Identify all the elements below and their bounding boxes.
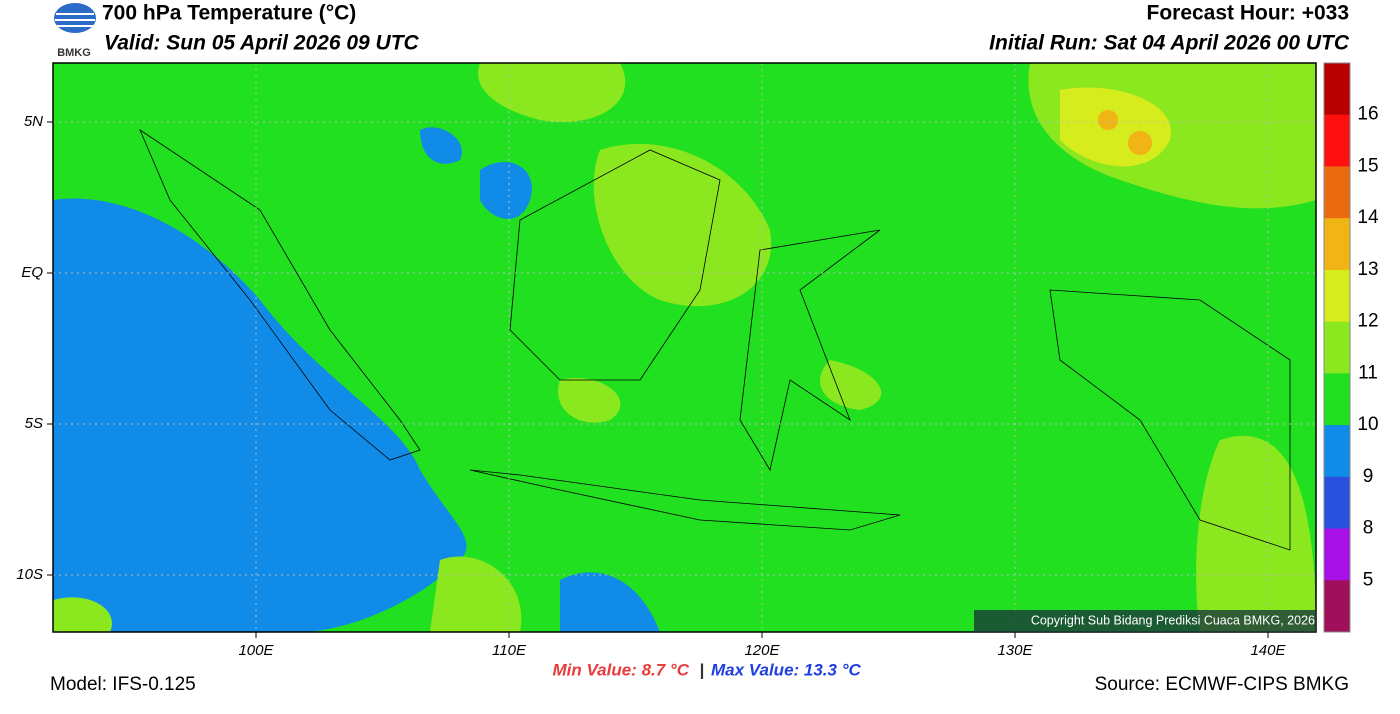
colorbar-swatch bbox=[1324, 373, 1350, 426]
lat-label: 5S bbox=[25, 415, 43, 432]
colorbar-swatch bbox=[1324, 580, 1350, 633]
lon-label: 100E bbox=[238, 642, 274, 659]
lat-label: 10S bbox=[16, 566, 43, 583]
colorbar-label: 12 bbox=[1357, 311, 1378, 332]
colorbar-swatch bbox=[1324, 114, 1350, 167]
axes: 5N EQ 5S 10S 100E 110E 120E 130E 140E bbox=[16, 113, 1286, 659]
forecast-hour: Forecast Hour: +033 bbox=[1147, 2, 1350, 25]
min-value: Min Value: 8.7 °C bbox=[552, 660, 689, 679]
copyright: Copyright Sub Bidang Prediksi Cuaca BMKG… bbox=[1031, 613, 1315, 627]
lat-label: EQ bbox=[21, 264, 43, 281]
colorbar: 16 15 14 13 12 11 10 9 8 5 bbox=[1323, 62, 1379, 633]
colorbar-label: 14 bbox=[1357, 207, 1379, 228]
colorbar-label: 8 bbox=[1363, 518, 1374, 539]
colorbar-swatch bbox=[1324, 425, 1350, 478]
colorbar-swatch bbox=[1324, 476, 1350, 530]
colorbar-swatch bbox=[1324, 528, 1350, 581]
colorbar-swatch bbox=[1324, 166, 1350, 219]
lat-label: 5N bbox=[24, 113, 43, 130]
colorbar-label: 13 bbox=[1357, 259, 1378, 280]
max-value: Max Value: 13.3 °C bbox=[711, 660, 862, 679]
colorbar-label: 10 bbox=[1357, 414, 1378, 435]
colorbar-label: 15 bbox=[1357, 155, 1378, 176]
colorbar-label: 5 bbox=[1363, 569, 1374, 590]
colorbar-swatch bbox=[1324, 321, 1350, 374]
colorbar-swatch bbox=[1324, 218, 1350, 271]
initial-run: Initial Run: Sat 04 April 2026 00 UTC bbox=[989, 32, 1350, 55]
logo: BMKG bbox=[54, 3, 96, 59]
colorbar-label: 11 bbox=[1358, 362, 1378, 383]
valid-time: Valid: Sun 05 April 2026 09 UTC bbox=[104, 32, 420, 55]
lon-label: 110E bbox=[492, 642, 527, 659]
lon-label: 130E bbox=[997, 642, 1033, 659]
colorbar-label: 16 bbox=[1357, 104, 1378, 125]
colorbar-frame bbox=[1323, 62, 1351, 633]
model: Model: IFS-0.125 bbox=[50, 674, 196, 695]
colorbar-swatch bbox=[1324, 63, 1350, 116]
lon-label: 140E bbox=[1250, 642, 1286, 659]
lon-label: 120E bbox=[744, 642, 780, 659]
logo-text: BMKG bbox=[57, 47, 91, 59]
title: 700 hPa Temperature (°C) bbox=[102, 2, 356, 25]
separator: | bbox=[700, 660, 705, 679]
colorbar-label: 9 bbox=[1363, 466, 1374, 487]
map-field: Copyright Sub Bidang Prediksi Cuaca BMKG… bbox=[52, 62, 1317, 633]
source: Source: ECMWF-CIPS BMKG bbox=[1095, 674, 1349, 695]
colorbar-swatch bbox=[1324, 269, 1350, 323]
